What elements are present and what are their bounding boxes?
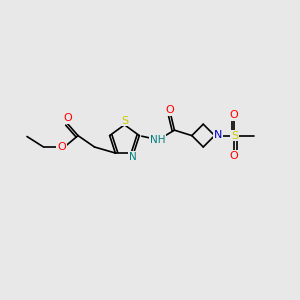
Text: O: O xyxy=(230,110,239,121)
Text: O: O xyxy=(230,151,239,161)
Text: O: O xyxy=(63,113,72,123)
Text: O: O xyxy=(57,142,66,152)
Text: N: N xyxy=(214,130,222,140)
Text: S: S xyxy=(231,130,238,141)
Text: NH: NH xyxy=(150,135,165,145)
Text: N: N xyxy=(129,152,137,162)
Text: S: S xyxy=(121,116,128,126)
Text: O: O xyxy=(165,105,174,115)
